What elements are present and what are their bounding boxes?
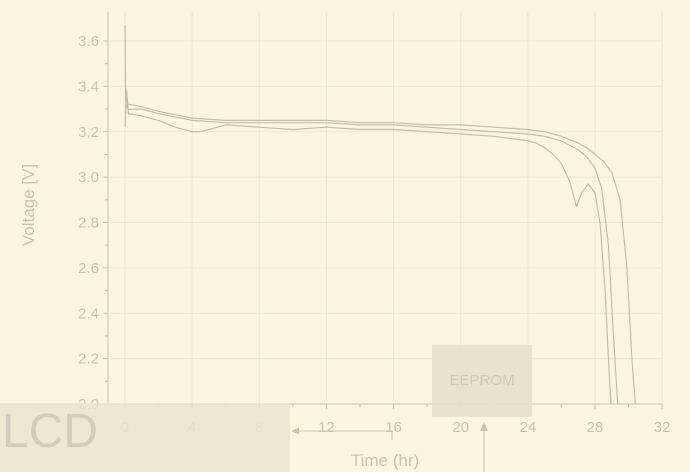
- eeprom-overlay-box: [432, 345, 532, 417]
- y-tick-label: 3.4: [78, 78, 99, 95]
- axes: [103, 12, 663, 409]
- y-tick-label: 2.6: [78, 260, 99, 277]
- x-tick-label: 28: [587, 419, 604, 436]
- x-tick-label: 20: [452, 419, 469, 436]
- y-tick-label: 2.4: [78, 305, 99, 322]
- y-tick-label: 2.2: [78, 351, 99, 368]
- tick-labels: 2.02.22.42.62.83.03.23.43.60481216202428…: [78, 33, 670, 436]
- series-layer: [124, 25, 636, 405]
- x-tick-label: 16: [385, 419, 402, 436]
- series-line-1: [124, 25, 636, 405]
- y-tick-label: 2.8: [78, 215, 99, 232]
- y-tick-label: 3.2: [78, 124, 99, 141]
- series-line-3: [124, 90, 612, 405]
- grid: [108, 12, 663, 405]
- x-tick-label: 32: [654, 419, 671, 436]
- x-tick-label: 24: [520, 419, 537, 436]
- x-tick-label: 12: [318, 419, 335, 436]
- series-line-2: [124, 103, 619, 405]
- y-axis-title: Voltage [V]: [19, 164, 38, 246]
- lcd-label: LCD: [2, 405, 99, 458]
- lcd-overlay-box: [0, 403, 290, 472]
- y-tick-label: 3.0: [78, 169, 99, 186]
- y-tick-label: 3.6: [78, 33, 99, 50]
- eeprom-label: EEPROM: [449, 372, 515, 389]
